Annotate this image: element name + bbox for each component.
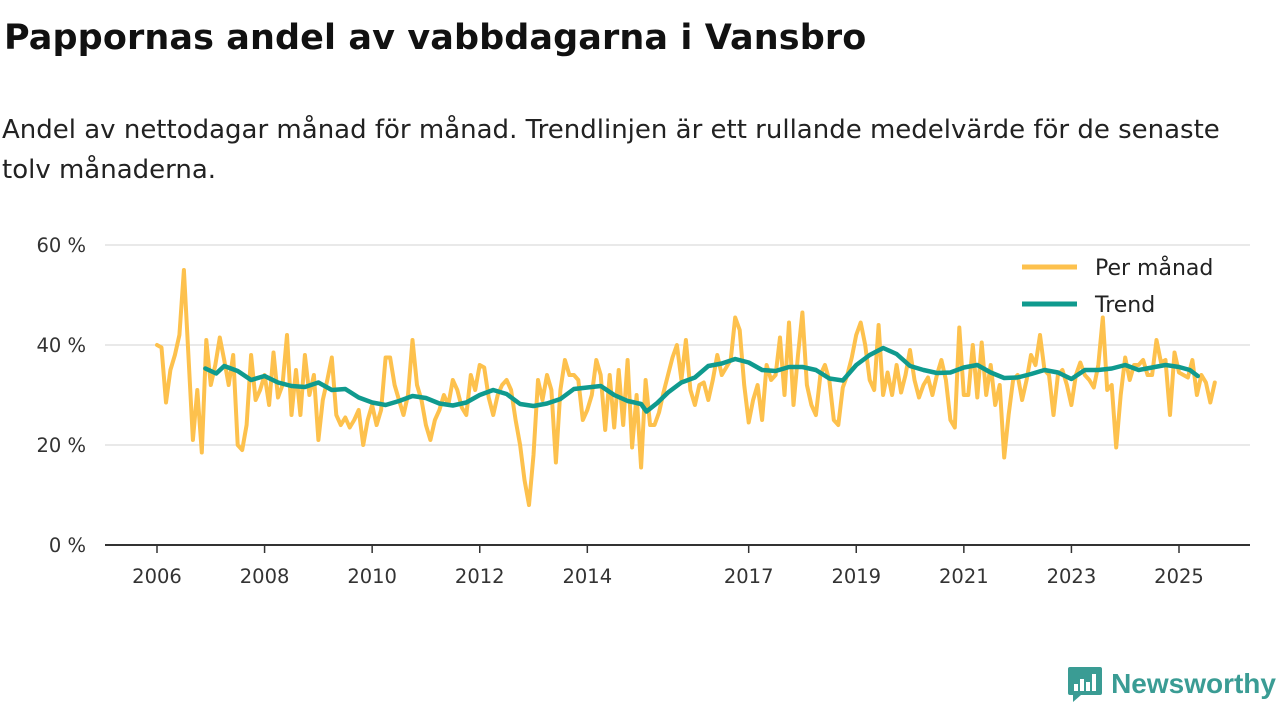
x-tick-label: 2012 [455, 565, 505, 588]
x-tick-label: 2008 [240, 565, 290, 588]
series [155, 268, 1217, 507]
x-tick-label: 2014 [562, 565, 612, 588]
brand-name: Newsworthy [1111, 668, 1276, 699]
series-line-trend [203, 345, 1201, 414]
y-tick-label: 60 % [36, 234, 86, 257]
series-line-per-manad [155, 268, 1217, 507]
x-tick-label: 2021 [939, 565, 989, 588]
legend: Per månad Trend [1022, 255, 1213, 318]
legend-label-trend: Trend [1094, 293, 1155, 318]
y-tick-label: 40 % [36, 334, 86, 357]
newsworthy-logo-icon [1068, 667, 1103, 702]
x-tick-label: 2019 [831, 565, 881, 588]
x-tick-label: 2006 [132, 565, 182, 588]
x-tick-label: 2023 [1047, 565, 1097, 588]
chart-subtitle: Andel av nettodagar månad för månad. Tre… [2, 115, 1220, 185]
axes: 0 % 20 % 40 % 60 % 2006 2008 2010 2012 2014 2017 2… [36, 234, 1250, 588]
legend-label-per-manad: Per månad [1095, 255, 1213, 281]
x-tick-label: 2025 [1154, 565, 1204, 588]
x-tick-label: 2017 [724, 565, 774, 588]
y-tick-label: 20 % [36, 434, 86, 457]
chart-title: Pappornas andel av vabbdagarna i Vansbro [4, 18, 867, 58]
x-tick-label: 2010 [347, 565, 397, 588]
newsworthy-brand[interactable]: Newsworthy [1067, 662, 1276, 706]
y-tick-label: 0 % [49, 534, 86, 557]
